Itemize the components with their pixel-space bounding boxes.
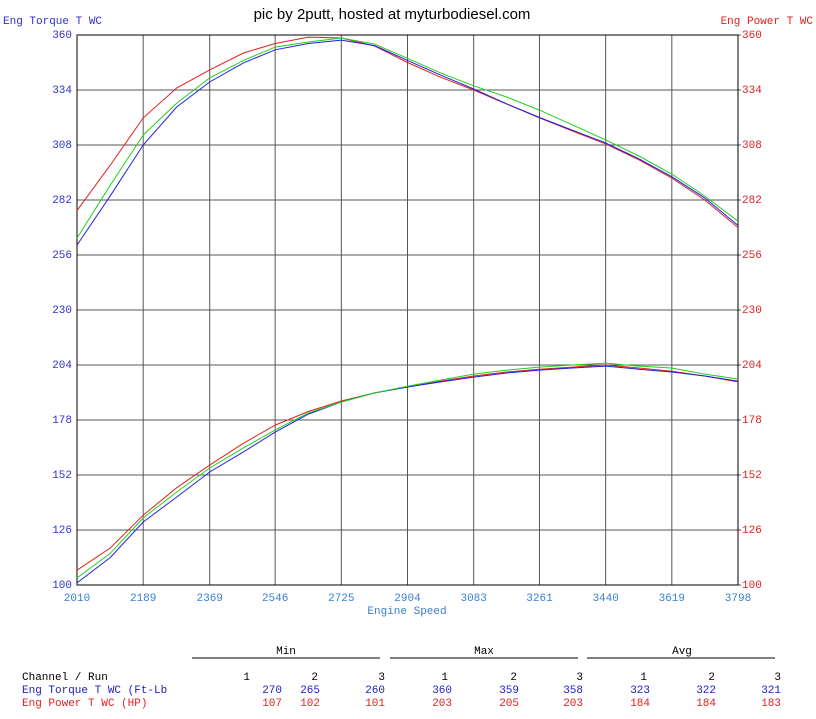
x-tick-label: 2010 xyxy=(64,593,90,605)
table-header: Channel / Run xyxy=(22,672,108,684)
row-label: Eng Torque T WC (Ft-Lb xyxy=(22,685,167,697)
x-tick-label: 3083 xyxy=(460,593,486,605)
x-tick-label: 2904 xyxy=(394,593,421,605)
x-tick-label: 3261 xyxy=(526,593,553,605)
y-tick-label: 360 xyxy=(52,30,72,42)
table-value: 101 xyxy=(365,698,385,710)
table-value: 270 xyxy=(262,685,282,697)
y-tick-label: 178 xyxy=(52,415,72,427)
table-value: 102 xyxy=(300,698,320,710)
y2-tick-label: 152 xyxy=(742,470,762,482)
run-number: 2 xyxy=(311,672,318,684)
run-number: 3 xyxy=(576,672,583,684)
y-tick-label: 256 xyxy=(52,250,72,262)
series-line xyxy=(76,36,739,228)
y2-tick-label: 100 xyxy=(742,580,762,592)
x-tick-label: 3440 xyxy=(592,593,618,605)
table-value: 359 xyxy=(499,685,519,697)
x-tick-label: 2546 xyxy=(262,593,288,605)
series-line xyxy=(76,365,739,584)
table-value: 205 xyxy=(499,698,519,710)
table-value: 358 xyxy=(563,685,583,697)
y2-tick-label: 204 xyxy=(742,360,762,372)
y-tick-label: 334 xyxy=(52,85,72,97)
y2-tick-label: 256 xyxy=(742,250,762,262)
y2-tick-label: 308 xyxy=(742,140,762,152)
y2-tick-label: 126 xyxy=(742,525,762,537)
x-tick-label: 3798 xyxy=(725,593,751,605)
chart-title: pic by 2putt, hosted at myturbodiesel.co… xyxy=(254,6,531,23)
group-header: Avg xyxy=(672,646,692,658)
table-value: 265 xyxy=(300,685,320,697)
run-number: 1 xyxy=(243,672,250,684)
x-axis-title: Engine Speed xyxy=(367,606,446,618)
x-tick-label: 2725 xyxy=(328,593,354,605)
y2-tick-label: 178 xyxy=(742,415,762,427)
series-line xyxy=(76,37,739,239)
x-tick-label: 2189 xyxy=(130,593,156,605)
y2-axis-title: Eng Power T WC xyxy=(721,16,814,28)
y-tick-label: 100 xyxy=(52,580,72,592)
y2-tick-label: 282 xyxy=(742,195,762,207)
y-tick-label: 308 xyxy=(52,140,72,152)
y-tick-label: 230 xyxy=(52,305,72,317)
table-value: 322 xyxy=(696,685,716,697)
group-header: Max xyxy=(474,646,494,658)
y-tick-label: 152 xyxy=(52,470,72,482)
y-tick-label: 204 xyxy=(52,360,72,372)
table-value: 183 xyxy=(761,698,781,710)
y2-tick-label: 230 xyxy=(742,305,762,317)
table-value: 107 xyxy=(262,698,282,710)
table-value: 203 xyxy=(563,698,583,710)
table-value: 184 xyxy=(630,698,650,710)
run-number: 1 xyxy=(441,672,448,684)
series-line xyxy=(76,39,739,246)
y2-tick-label: 334 xyxy=(742,85,762,97)
table-value: 260 xyxy=(365,685,385,697)
table-value: 184 xyxy=(696,698,716,710)
x-tick-label: 3619 xyxy=(659,593,685,605)
y2-tick-label: 360 xyxy=(742,30,762,42)
group-header: Min xyxy=(276,646,296,658)
y-axis-title: Eng Torque T WC xyxy=(3,16,102,28)
run-number: 1 xyxy=(640,672,647,684)
y-tick-label: 126 xyxy=(52,525,72,537)
table-value: 360 xyxy=(432,685,452,697)
y-tick-label: 282 xyxy=(52,195,72,207)
table-value: 321 xyxy=(761,685,781,697)
table-value: 203 xyxy=(432,698,452,710)
series-line xyxy=(76,362,739,579)
plot-frame xyxy=(76,34,739,586)
table-value: 323 xyxy=(630,685,650,697)
x-tick-label: 2369 xyxy=(197,593,223,605)
row-label: Eng Power T WC (HP) xyxy=(22,698,147,710)
run-number: 2 xyxy=(510,672,517,684)
run-number: 3 xyxy=(774,672,781,684)
run-number: 2 xyxy=(708,672,715,684)
run-number: 3 xyxy=(378,672,385,684)
